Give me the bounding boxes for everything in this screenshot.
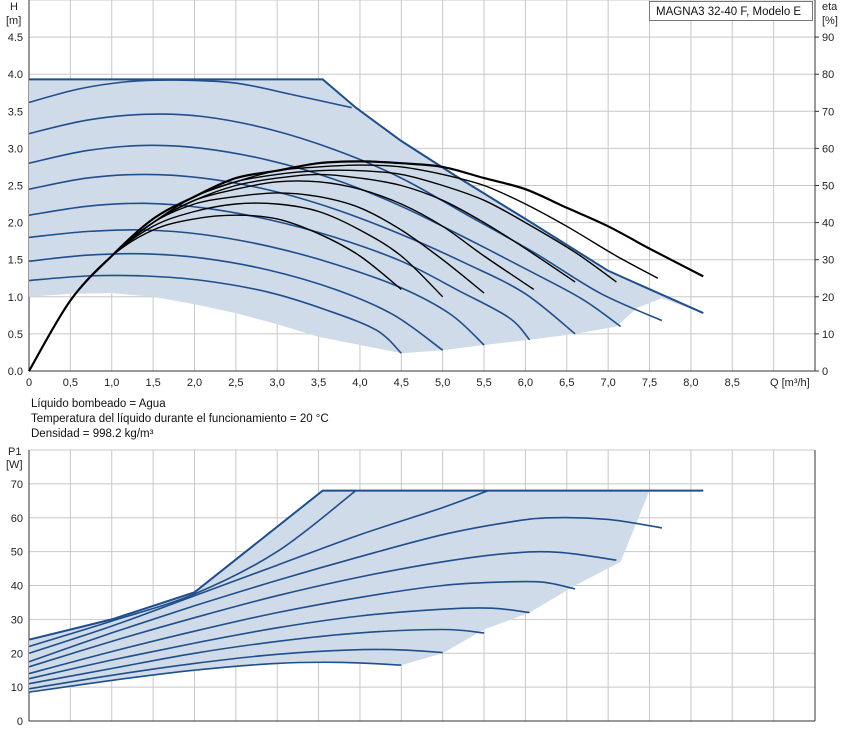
x-tick-label: 2,5 — [228, 377, 243, 389]
p1-tick-label: 50 — [11, 547, 23, 559]
x-tick-label: 8,0 — [683, 377, 698, 389]
y2-tick-label: 80 — [822, 69, 834, 81]
p1-curve — [28, 628, 485, 685]
x-tick-label: 4,0 — [352, 377, 367, 389]
y2-tick-label: 90 — [822, 32, 834, 44]
y-tick-label: 0.5 — [8, 329, 23, 341]
x-tick-label: 1,5 — [145, 377, 160, 389]
y-tick-label: 4.0 — [8, 69, 23, 81]
x-tick-label: 6,0 — [518, 377, 533, 389]
head-efficiency-plot: 0 0,5 1,0 1,5 2,0 2,5 3,0 3,5 4,0 4,5 5,0 5,5 6,0 6,5… — [8, 0, 834, 389]
y-tick-label: 1.5 — [8, 255, 23, 267]
y2-tick-label: 20 — [822, 292, 834, 304]
qh-curve — [28, 113, 663, 322]
y-tick-label: 3.0 — [8, 143, 23, 155]
qh-max-curve — [29, 78, 704, 315]
x-tick-label: 7,5 — [642, 377, 657, 389]
q-axis-label: Q [m³/h] — [770, 377, 810, 389]
p1-curve — [28, 489, 357, 648]
eta-curve — [28, 160, 704, 372]
p1-curve — [28, 648, 443, 690]
power-operating-area — [29, 490, 650, 693]
qh-curve — [28, 173, 576, 335]
eta-axis-unit: [%] — [822, 15, 838, 27]
condition-temperature: Temperatura del líquido durante el funci… — [31, 413, 329, 425]
head-plot-labels: H [m] eta [%] Q [m³/h] — [6, 1, 838, 389]
y-tick-label: 2.0 — [8, 218, 23, 230]
qh-curve — [28, 252, 444, 351]
p1-tick-label: 10 — [11, 682, 23, 694]
p1-curve — [28, 607, 530, 680]
qh-curve — [28, 229, 485, 346]
p1-tick-label: 0 — [17, 716, 23, 728]
h-axis-unit: [m] — [6, 15, 21, 27]
x-tick-label: 0,5 — [63, 377, 78, 389]
pump-model-label: MAGNA3 32-40 F, Modelo E — [649, 1, 813, 21]
y2-tick-label: 0 — [822, 366, 828, 378]
y2-tick-label: 30 — [822, 255, 834, 267]
condition-liquid: Líquido bombeado = Agua — [31, 398, 166, 410]
p1-max-curve — [28, 489, 704, 641]
p1-curve — [28, 489, 489, 655]
x-tick-label: 2,0 — [187, 377, 202, 389]
x-tick-label: 6,5 — [559, 377, 574, 389]
p1-curve — [28, 550, 617, 668]
p1-tick-label: 20 — [11, 648, 23, 660]
power-plot: 0 10 20 30 40 50 60 70 — [11, 449, 816, 728]
p1-axis-label: P1 — [8, 446, 21, 458]
y-tick-label: 1.0 — [8, 292, 23, 304]
x-tick-label: 3,0 — [270, 377, 285, 389]
y-tick-label: 3.5 — [8, 106, 23, 118]
p1-curve — [28, 661, 402, 693]
x-tick-label: 1,0 — [104, 377, 119, 389]
p1-tick-label: 40 — [11, 581, 23, 593]
y-tick-label: 0.0 — [8, 366, 23, 378]
x-tick-label: 3,5 — [311, 377, 326, 389]
x-tick-label: 4,5 — [394, 377, 409, 389]
x-tick-label: 8,5 — [725, 377, 740, 389]
x-tick-label: 0 — [26, 377, 32, 389]
power-plot-labels: P1 [W] — [6, 446, 23, 471]
p1-curve — [28, 516, 663, 663]
eta-axis-label: eta — [822, 1, 838, 13]
qh-curve — [28, 144, 622, 328]
y2-tick-label: 60 — [822, 143, 834, 155]
p1-axis-unit: [W] — [6, 459, 23, 471]
y2-tick-label: 40 — [822, 218, 834, 230]
p1-tick-label: 30 — [11, 614, 23, 626]
y-tick-label: 2.5 — [8, 181, 23, 193]
x-tick-label: 5,5 — [476, 377, 491, 389]
y-tick-label: 4.5 — [8, 32, 23, 44]
y2-tick-label: 70 — [822, 106, 834, 118]
p1-curve — [28, 580, 576, 675]
x-tick-label: 5,0 — [435, 377, 450, 389]
h-axis-label: H — [10, 1, 18, 13]
y2-tick-label: 10 — [822, 329, 834, 341]
p1-tick-label: 60 — [11, 513, 23, 525]
p1-tick-label: 70 — [11, 479, 23, 491]
x-tick-label: 7,0 — [601, 377, 616, 389]
condition-density: Densidad = 998.2 kg/m³ — [31, 428, 154, 440]
y2-tick-label: 50 — [822, 181, 834, 193]
